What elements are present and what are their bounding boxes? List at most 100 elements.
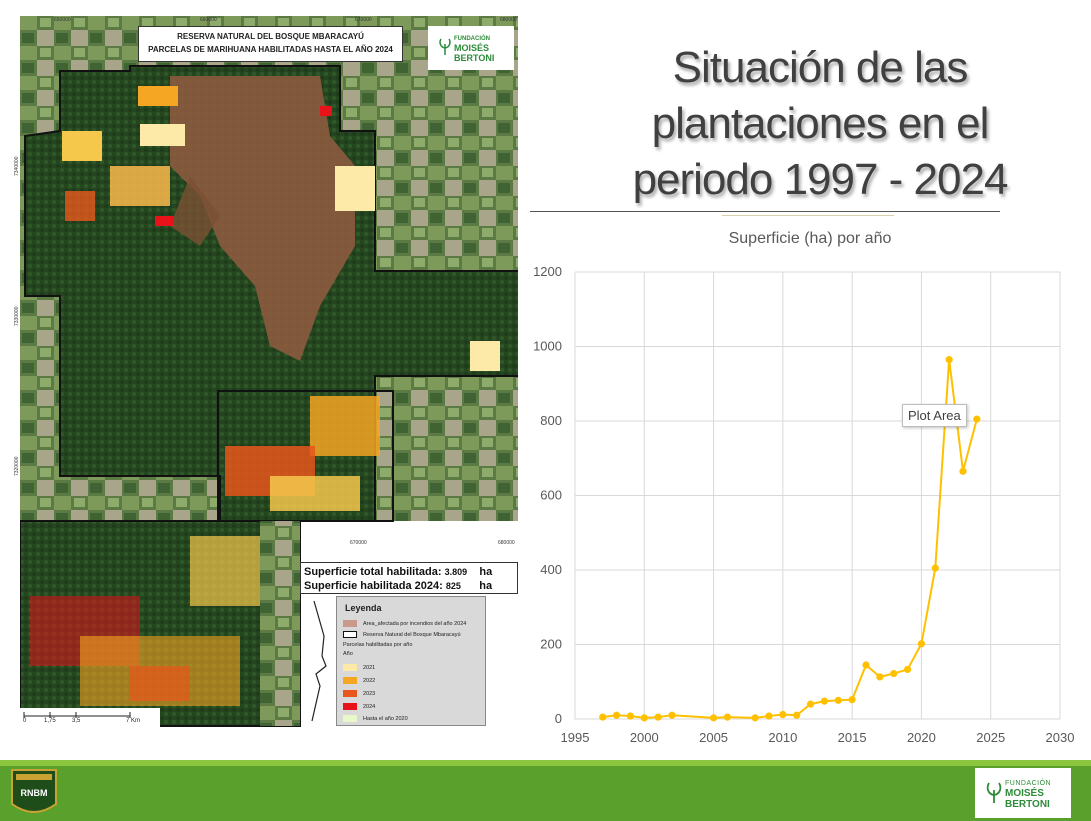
- footer-logo-small: FUNDACIÓN: [1005, 780, 1052, 787]
- legend-swatch: [343, 664, 357, 671]
- y-tick-label: 600: [540, 488, 562, 503]
- total-value: 3.809: [444, 567, 468, 577]
- map-logo-small: FUNDACIÓN: [454, 36, 490, 42]
- map-x-tick: 680000: [500, 17, 517, 23]
- legend-item: Parcelas habilitadas por año: [343, 640, 412, 649]
- data-point: [848, 696, 856, 704]
- y-tick-label: 0: [555, 711, 562, 726]
- data-point: [654, 713, 662, 721]
- map-title-line-1: RESERVA NATURAL DEL BOSQUE MBARACAYÚ: [177, 32, 364, 41]
- title-divider-accent: [722, 215, 894, 216]
- data-point: [876, 673, 884, 681]
- stats-box: Superficie total habilitada: 3.809 ha Su…: [300, 562, 518, 594]
- legend-item: 2022: [343, 676, 375, 685]
- data-point: [751, 714, 759, 722]
- leaf-logo-icon: [986, 782, 1002, 803]
- satellite-map: [20, 16, 520, 727]
- map-logo-line1: MOISÉS: [454, 43, 490, 53]
- legend-item: 2023: [343, 689, 375, 698]
- legend-swatch: [343, 620, 357, 627]
- scale-label: 1,75: [44, 718, 56, 724]
- legend-label: Reserva Natural del Bosque Mbaracayú: [363, 631, 461, 638]
- data-point: [626, 712, 635, 720]
- legend-label: 2023: [363, 690, 376, 697]
- y-tick-label: 800: [540, 413, 562, 428]
- y-tick-label: 1200: [533, 264, 562, 279]
- x-tick-label: 1995: [561, 730, 590, 745]
- x-tick-label: 2015: [838, 730, 867, 745]
- data-point: [834, 696, 842, 704]
- data-point: [903, 665, 912, 674]
- legend-swatch: [343, 715, 357, 722]
- map-legend: Leyenda Area_afectada por incendios del …: [336, 596, 486, 726]
- data-point: [917, 640, 926, 648]
- legend-item: 2024: [343, 702, 375, 711]
- north-arrow: [302, 596, 336, 726]
- map-y-tick: 7340000: [14, 156, 20, 176]
- title-divider: [530, 211, 1000, 212]
- leaf-logo-icon: [439, 38, 451, 55]
- data-point: [890, 669, 898, 678]
- scale-label: 3,5: [72, 718, 81, 724]
- map-x-tick: 650000: [54, 17, 71, 23]
- slide-title: Situación de las plantaciones en el peri…: [560, 40, 1080, 208]
- chart-title: Superficie (ha) por año: [728, 230, 892, 247]
- scale-bar: 0 1,75 3,5 7 Km: [20, 708, 160, 728]
- legend-label: 2024: [363, 703, 376, 710]
- title-line-1: Situación de las: [672, 43, 969, 92]
- y-tick-label: 200: [540, 637, 562, 652]
- data-point: [959, 467, 967, 475]
- total-unit: ha: [479, 566, 493, 578]
- data-point: [945, 355, 953, 364]
- data-point: [973, 415, 981, 423]
- data-point: [599, 713, 607, 721]
- footer-band: [0, 766, 1091, 821]
- legend-swatch: [343, 631, 357, 638]
- legend-title: Leyenda: [345, 603, 382, 613]
- map-title-box: RESERVA NATURAL DEL BOSQUE MBARACAYÚ PAR…: [138, 26, 403, 62]
- map-y-tick: 7320000: [14, 456, 20, 476]
- legend-item: Reserva Natural del Bosque Mbaracayú: [343, 630, 461, 639]
- x-tick-label: 2025: [976, 730, 1005, 745]
- data-point: [709, 714, 718, 722]
- legend-item: Area_afectada por incendios del año 2024: [343, 619, 466, 628]
- data-point: [806, 700, 815, 708]
- legend-label: Area_afectada por incendios del año 2024: [363, 620, 467, 627]
- footer-band-light: [0, 760, 1091, 766]
- map-x-tick: 660000: [200, 17, 217, 23]
- footer-logo-line1: MOISÉS: [1005, 788, 1044, 799]
- total-label: Superficie total habilitada:: [304, 566, 442, 578]
- footer-logo: FUNDACIÓN MOISÉS BERTONI: [975, 768, 1071, 818]
- x-tick-label: 2010: [768, 730, 797, 745]
- data-point: [668, 711, 676, 719]
- footer-logo-line2: BERTONI: [1005, 799, 1050, 810]
- legend-swatch: [343, 703, 357, 710]
- data-point: [862, 661, 870, 669]
- year-value: 825: [445, 581, 461, 591]
- data-point: [723, 713, 732, 721]
- year-label: Superficie habilitada 2024:: [304, 580, 443, 592]
- data-point: [820, 697, 829, 705]
- map-logo: FUNDACIÓN MOISÉS BERTONI: [428, 26, 514, 70]
- legend-label: 2021: [363, 664, 376, 671]
- data-point: [612, 711, 621, 719]
- parcel-clusters: [62, 86, 500, 511]
- data-point: [793, 711, 801, 719]
- rnbm-badge-icon: RNBM: [11, 769, 57, 813]
- x-tick-label: 2000: [630, 730, 659, 745]
- x-tick-label: 2005: [699, 730, 728, 745]
- legend-label: Hasta el año 2020: [363, 715, 408, 722]
- legend-item: 2021: [343, 663, 375, 672]
- legend-item: Año: [343, 649, 353, 658]
- badge-text: RNBM: [21, 788, 48, 798]
- data-point: [765, 712, 773, 720]
- y-tick-label: 400: [540, 562, 562, 577]
- legend-item: Hasta el año 2020: [343, 714, 408, 723]
- line-chart[interactable]: 0 200 400 600 800 1000 1200 1995 2000 2005 2010 201…: [520, 250, 1080, 750]
- year-unit: ha: [479, 580, 493, 592]
- map-x-tick: 670000: [350, 540, 367, 546]
- legend-label: 2022: [363, 677, 376, 684]
- scale-bar-graphic: [23, 712, 131, 718]
- north-arrow-icon: [311, 600, 327, 722]
